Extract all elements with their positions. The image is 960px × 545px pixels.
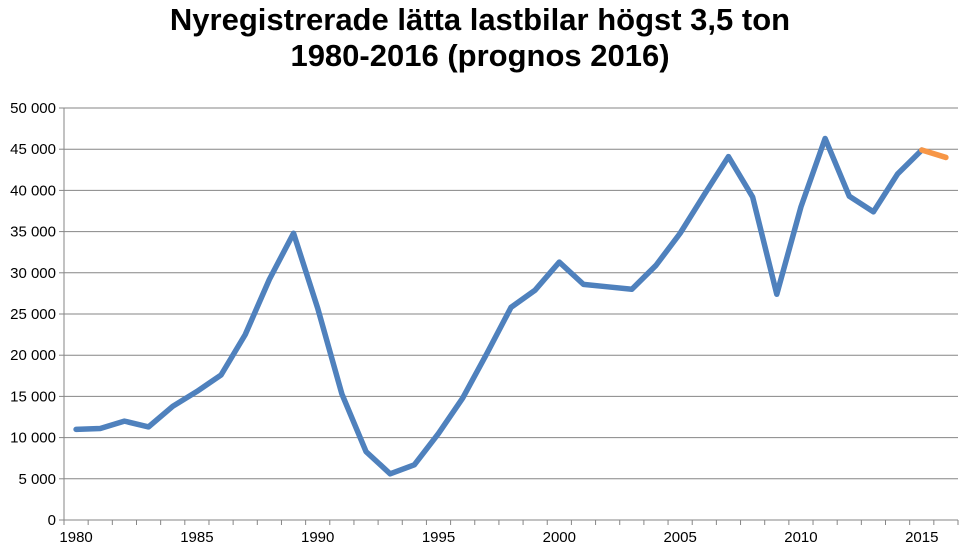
y-tick-label: 10 000 — [10, 430, 56, 447]
x-tick-label: 2005 — [663, 529, 696, 545]
x-tick-label: 2000 — [543, 529, 576, 545]
x-axis-tick-labels: 1980 1985 1990 1995 2000 2005 2010 2015 — [59, 529, 938, 545]
chart-title-line-2: 1980-2016 (prognos 2016) — [290, 38, 670, 73]
x-tick-label: 1990 — [301, 529, 334, 545]
y-tick-label: 45 000 — [10, 141, 56, 158]
x-tick-label: 1995 — [422, 529, 455, 545]
x-tick-label: 1985 — [180, 529, 213, 545]
y-tick-label: 35 000 — [10, 224, 56, 241]
y-axis-tick-labels: 0 5 000 10 000 15 000 20 000 25 000 30 000 35 0… — [10, 100, 56, 529]
y-tick-label: 50 000 — [10, 100, 56, 117]
y-tick-label: 15 000 — [10, 388, 56, 405]
x-tick-label: 1980 — [59, 529, 92, 545]
series-line-1 — [919, 147, 949, 161]
y-tick-label: 25 000 — [10, 306, 56, 323]
chart-title: Nyregistrerade lätta lastbilar högst 3,5… — [0, 0, 960, 74]
x-tick-label: 2015 — [905, 529, 938, 545]
y-tick-label: 30 000 — [10, 265, 56, 282]
gridlines — [64, 107, 958, 480]
series-line-0 — [73, 135, 925, 477]
y-tick-label: 5 000 — [18, 471, 56, 488]
y-tick-label: 20 000 — [10, 347, 56, 364]
y-tick-label: 0 — [48, 512, 56, 529]
data-series — [73, 135, 949, 477]
chart-title-line-1: Nyregistrerade lätta lastbilar högst 3,5… — [169, 2, 791, 37]
axes — [59, 107, 959, 525]
y-tick-label: 40 000 — [10, 182, 56, 199]
x-tick-label: 2010 — [784, 529, 817, 545]
